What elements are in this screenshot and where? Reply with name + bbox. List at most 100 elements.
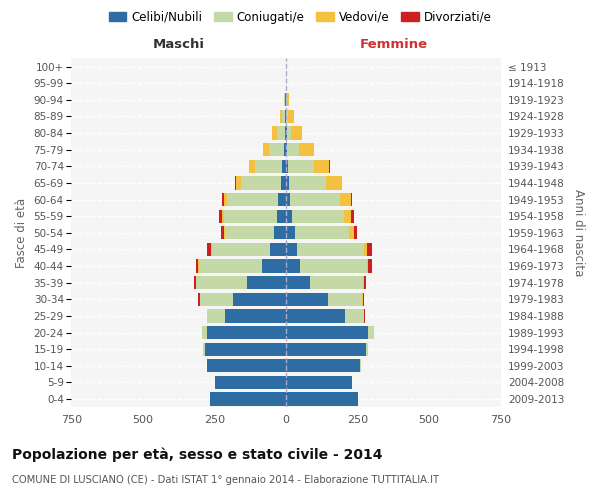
Bar (280, 110, 286, 123)
Bar (286, 243, 297, 256)
Bar (207, 359, 286, 372)
Text: Popolazione per età, sesso e stato civile - 2014: Popolazione per età, sesso e stato civil… (12, 448, 383, 462)
Bar (207, 310, 286, 322)
Bar (207, 359, 286, 372)
Bar (284, 126, 286, 140)
Bar (286, 93, 289, 106)
Bar (286, 326, 368, 339)
Bar (286, 310, 364, 322)
Bar (286, 292, 328, 306)
Bar (226, 226, 286, 239)
Bar (207, 243, 286, 256)
Bar (286, 359, 361, 372)
Bar (286, 176, 326, 190)
Bar (210, 392, 286, 406)
Bar (215, 376, 286, 389)
Bar (281, 176, 286, 190)
Bar (286, 243, 364, 256)
Bar (210, 392, 286, 406)
Bar (286, 226, 357, 239)
Bar (286, 260, 367, 272)
Bar (208, 310, 286, 322)
Bar (224, 310, 286, 322)
Bar (215, 376, 286, 389)
Bar (227, 193, 286, 206)
Legend: Celibi/Nubili, Coniugati/e, Vedovi/e, Divorziati/e: Celibi/Nubili, Coniugati/e, Vedovi/e, Di… (104, 6, 496, 28)
Bar (286, 376, 352, 389)
Bar (286, 342, 368, 356)
Bar (286, 243, 372, 256)
Bar (208, 326, 286, 339)
Bar (286, 160, 329, 173)
Bar (286, 342, 368, 356)
Bar (200, 292, 286, 306)
Bar (263, 143, 286, 156)
Bar (286, 260, 301, 272)
Bar (277, 126, 286, 140)
Bar (286, 176, 289, 190)
Bar (282, 160, 286, 173)
Bar (286, 126, 302, 140)
Bar (272, 126, 286, 140)
Bar (286, 276, 364, 289)
Bar (250, 160, 286, 173)
Bar (283, 110, 286, 123)
Bar (280, 110, 286, 123)
Bar (286, 310, 364, 322)
Bar (286, 392, 358, 406)
Bar (203, 342, 286, 356)
Bar (286, 110, 288, 123)
Bar (203, 342, 286, 356)
Bar (286, 359, 361, 372)
Text: Maschi: Maschi (153, 38, 205, 51)
Bar (286, 276, 310, 289)
Bar (286, 260, 371, 272)
Bar (286, 210, 353, 223)
Bar (286, 143, 314, 156)
Bar (205, 342, 286, 356)
Bar (286, 93, 287, 106)
Bar (285, 110, 286, 123)
Bar (286, 160, 329, 173)
Bar (286, 376, 352, 389)
Bar (210, 392, 286, 406)
Bar (221, 210, 286, 223)
Bar (236, 176, 286, 190)
Bar (286, 226, 295, 239)
Bar (202, 326, 286, 339)
Bar (286, 326, 374, 339)
Bar (286, 392, 358, 406)
Bar (286, 143, 299, 156)
Y-axis label: Fasce di età: Fasce di età (15, 198, 28, 268)
Bar (202, 326, 286, 339)
Bar (211, 243, 286, 256)
Bar (224, 226, 286, 239)
Bar (286, 93, 289, 106)
Bar (247, 276, 286, 289)
Bar (220, 210, 286, 223)
Bar (286, 193, 340, 206)
Bar (286, 176, 343, 190)
Bar (200, 292, 286, 306)
Bar (284, 143, 286, 156)
Bar (215, 376, 286, 389)
Bar (249, 160, 286, 173)
Bar (272, 126, 286, 140)
Bar (241, 176, 286, 190)
Bar (286, 276, 367, 289)
Bar (286, 193, 352, 206)
Bar (202, 326, 286, 339)
Bar (269, 143, 286, 156)
Bar (277, 210, 286, 223)
Bar (212, 243, 286, 256)
Bar (286, 342, 366, 356)
Bar (286, 292, 364, 306)
Bar (221, 226, 286, 239)
Bar (224, 210, 286, 223)
Bar (286, 110, 295, 123)
Y-axis label: Anni di nascita: Anni di nascita (572, 189, 585, 276)
Bar (286, 310, 345, 322)
Bar (198, 260, 286, 272)
Bar (215, 376, 286, 389)
Bar (278, 193, 286, 206)
